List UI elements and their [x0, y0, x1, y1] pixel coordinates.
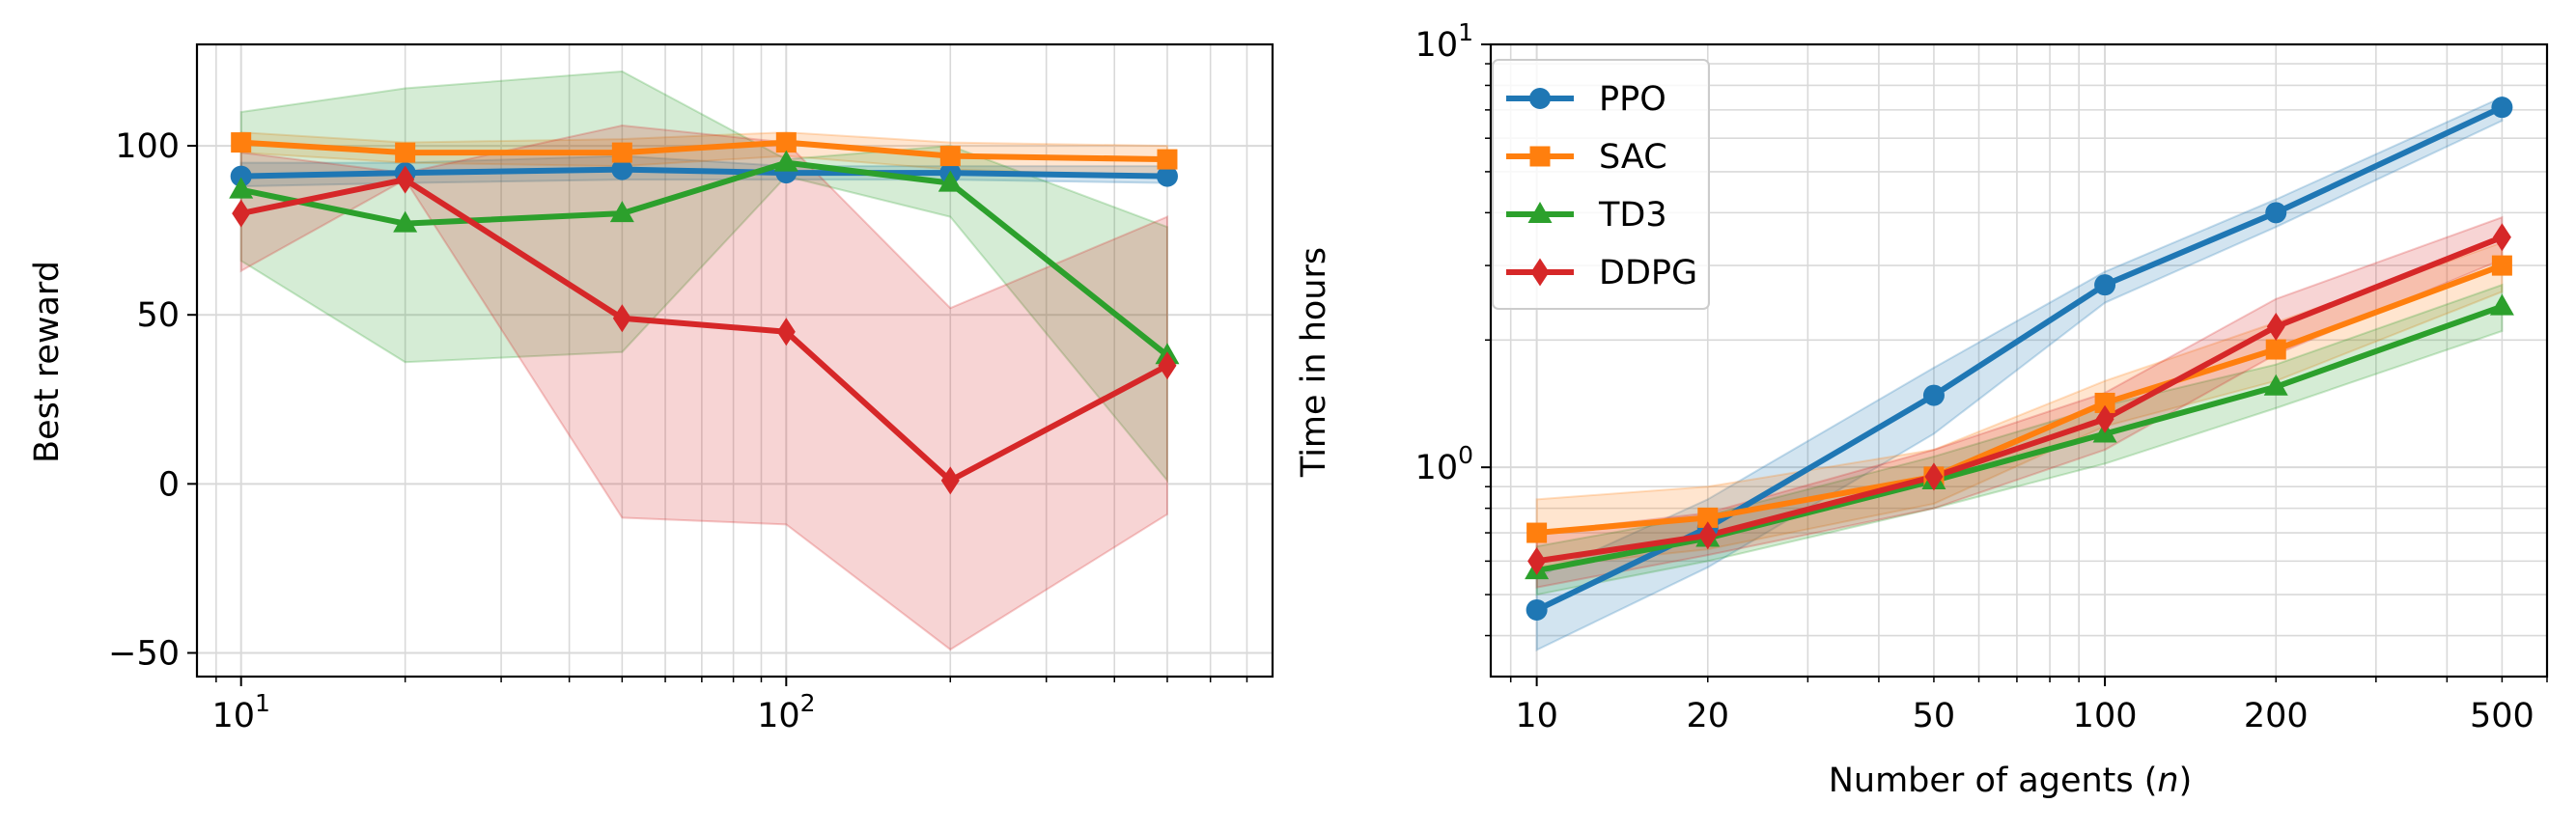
legend-marker-sac: [1529, 146, 1551, 167]
reward-plot-frame: [195, 42, 1274, 679]
reward-lines: [238, 139, 1172, 484]
time-line-td3: [1533, 302, 2506, 574]
reward-y-tick-label: 50: [136, 296, 180, 335]
time-line-ddpg: [1533, 233, 2506, 565]
reward-line-sac: [238, 139, 1171, 163]
time-y-axis-label: Time in hours: [1295, 247, 1333, 478]
time-point-ppo: [1526, 598, 1548, 621]
time-point-sac: [2491, 255, 2512, 276]
time-point-sac: [1526, 522, 1548, 543]
reward-point-td3: [773, 150, 798, 172]
time-line-sac: [1533, 262, 2506, 537]
legend-label-ppo: PPO: [1599, 80, 1666, 119]
time-point-ddpg: [2266, 313, 2285, 342]
reward-point-ddpg: [940, 466, 960, 495]
time-axes: [1481, 42, 2549, 686]
time-x-ticks: 10 20 50 100 200 500: [1515, 697, 2534, 735]
time-point-ppo: [1922, 384, 1945, 406]
reward-point-sac: [775, 132, 797, 153]
time-x-tick-label: 10: [1515, 697, 1558, 735]
reward-point-td3: [393, 210, 418, 233]
time-markers: [1525, 97, 2514, 621]
reward-x-tick-label: 102: [757, 689, 815, 735]
time-x-tick-label: 100: [2073, 697, 2138, 735]
time-y-tick-label: 100: [1415, 441, 1473, 487]
legend-label-ddpg: DDPG: [1599, 254, 1697, 292]
time-chart: 10 20 50 100 200 500 101 100 Time in hours Num…: [1295, 18, 2549, 800]
reward-y-tick-label: −50: [108, 634, 180, 673]
time-lines: [1532, 103, 2506, 614]
time-x-tick-label: 200: [2244, 697, 2309, 735]
reward-markers: [229, 132, 1180, 495]
time-x-axis-label: Number of agents (n): [1829, 762, 2193, 800]
time-point-td3: [2263, 374, 2288, 396]
reward-y-axis-label: Best reward: [28, 261, 67, 463]
legend-box: [1492, 59, 1710, 310]
reward-point-ddpg: [776, 318, 796, 346]
reward-y-ticks: 100 50 0 −50: [108, 127, 180, 673]
reward-x-ticks: 101 102: [211, 689, 815, 735]
time-x-tick-label: 50: [1913, 697, 1956, 735]
reward-point-ddpg: [612, 304, 631, 333]
reward-point-sac: [611, 142, 632, 163]
reward-point-sac: [939, 146, 961, 167]
reward-chart: 101 102 100 50 0 −50 Best reward: [28, 42, 1274, 735]
time-y-ticks: 101 100: [1415, 18, 1473, 487]
reward-point-ddpg: [396, 165, 415, 194]
time-point-sac: [2094, 392, 2115, 413]
legend-label-sac: SAC: [1599, 138, 1667, 177]
reward-y-tick-label: 100: [115, 127, 180, 166]
reward-point-td3: [609, 201, 634, 223]
reward-point-ppo: [611, 158, 633, 180]
reward-axes: [187, 42, 1274, 686]
reward-point-sac: [231, 132, 252, 153]
legend-marker-ddpg: [1530, 258, 1550, 287]
legend-marker-td3: [1527, 202, 1553, 223]
reward-point-sac: [1157, 149, 1178, 170]
time-y-tick-label: 101: [1415, 18, 1473, 65]
reward-line-ppo: [238, 166, 1171, 180]
time-point-ppo: [2265, 202, 2287, 224]
time-point-ddpg: [1527, 546, 1547, 575]
legend: PPO SAC TD3 DDPG: [1492, 59, 1710, 310]
reward-y-tick-label: 0: [158, 465, 180, 504]
time-point-ddpg: [1924, 462, 1944, 491]
reward-line-ddpg: [238, 177, 1172, 484]
time-x-tick-label: 500: [2470, 697, 2534, 735]
time-band-ppo: [1535, 96, 2504, 651]
reward-point-ddpg: [232, 199, 251, 228]
time-point-ppo: [2491, 97, 2513, 119]
time-point-sac: [2265, 339, 2286, 360]
time-point-ddpg: [1698, 521, 1718, 550]
time-x-tick-label: 20: [1686, 697, 1729, 735]
reward-point-ddpg: [1158, 351, 1177, 380]
reward-point-ppo: [230, 165, 252, 187]
time-point-ddpg: [2095, 404, 2114, 433]
reward-x-tick-label: 101: [211, 689, 269, 735]
reward-point-sac: [395, 142, 416, 163]
time-point-sac: [1697, 507, 1719, 528]
time-point-ppo: [2094, 274, 2116, 296]
time-plot-frame: [1489, 42, 2549, 679]
reward-point-ppo: [1156, 165, 1178, 187]
legend-label-td3: TD3: [1598, 196, 1667, 235]
time-point-ddpg: [2492, 223, 2511, 252]
reward-point-td3: [229, 177, 254, 199]
legend-marker-ppo: [1529, 88, 1551, 109]
time-point-td3: [2489, 293, 2514, 316]
reward-line-td3: [238, 159, 1172, 360]
reward-point-td3: [938, 170, 963, 192]
